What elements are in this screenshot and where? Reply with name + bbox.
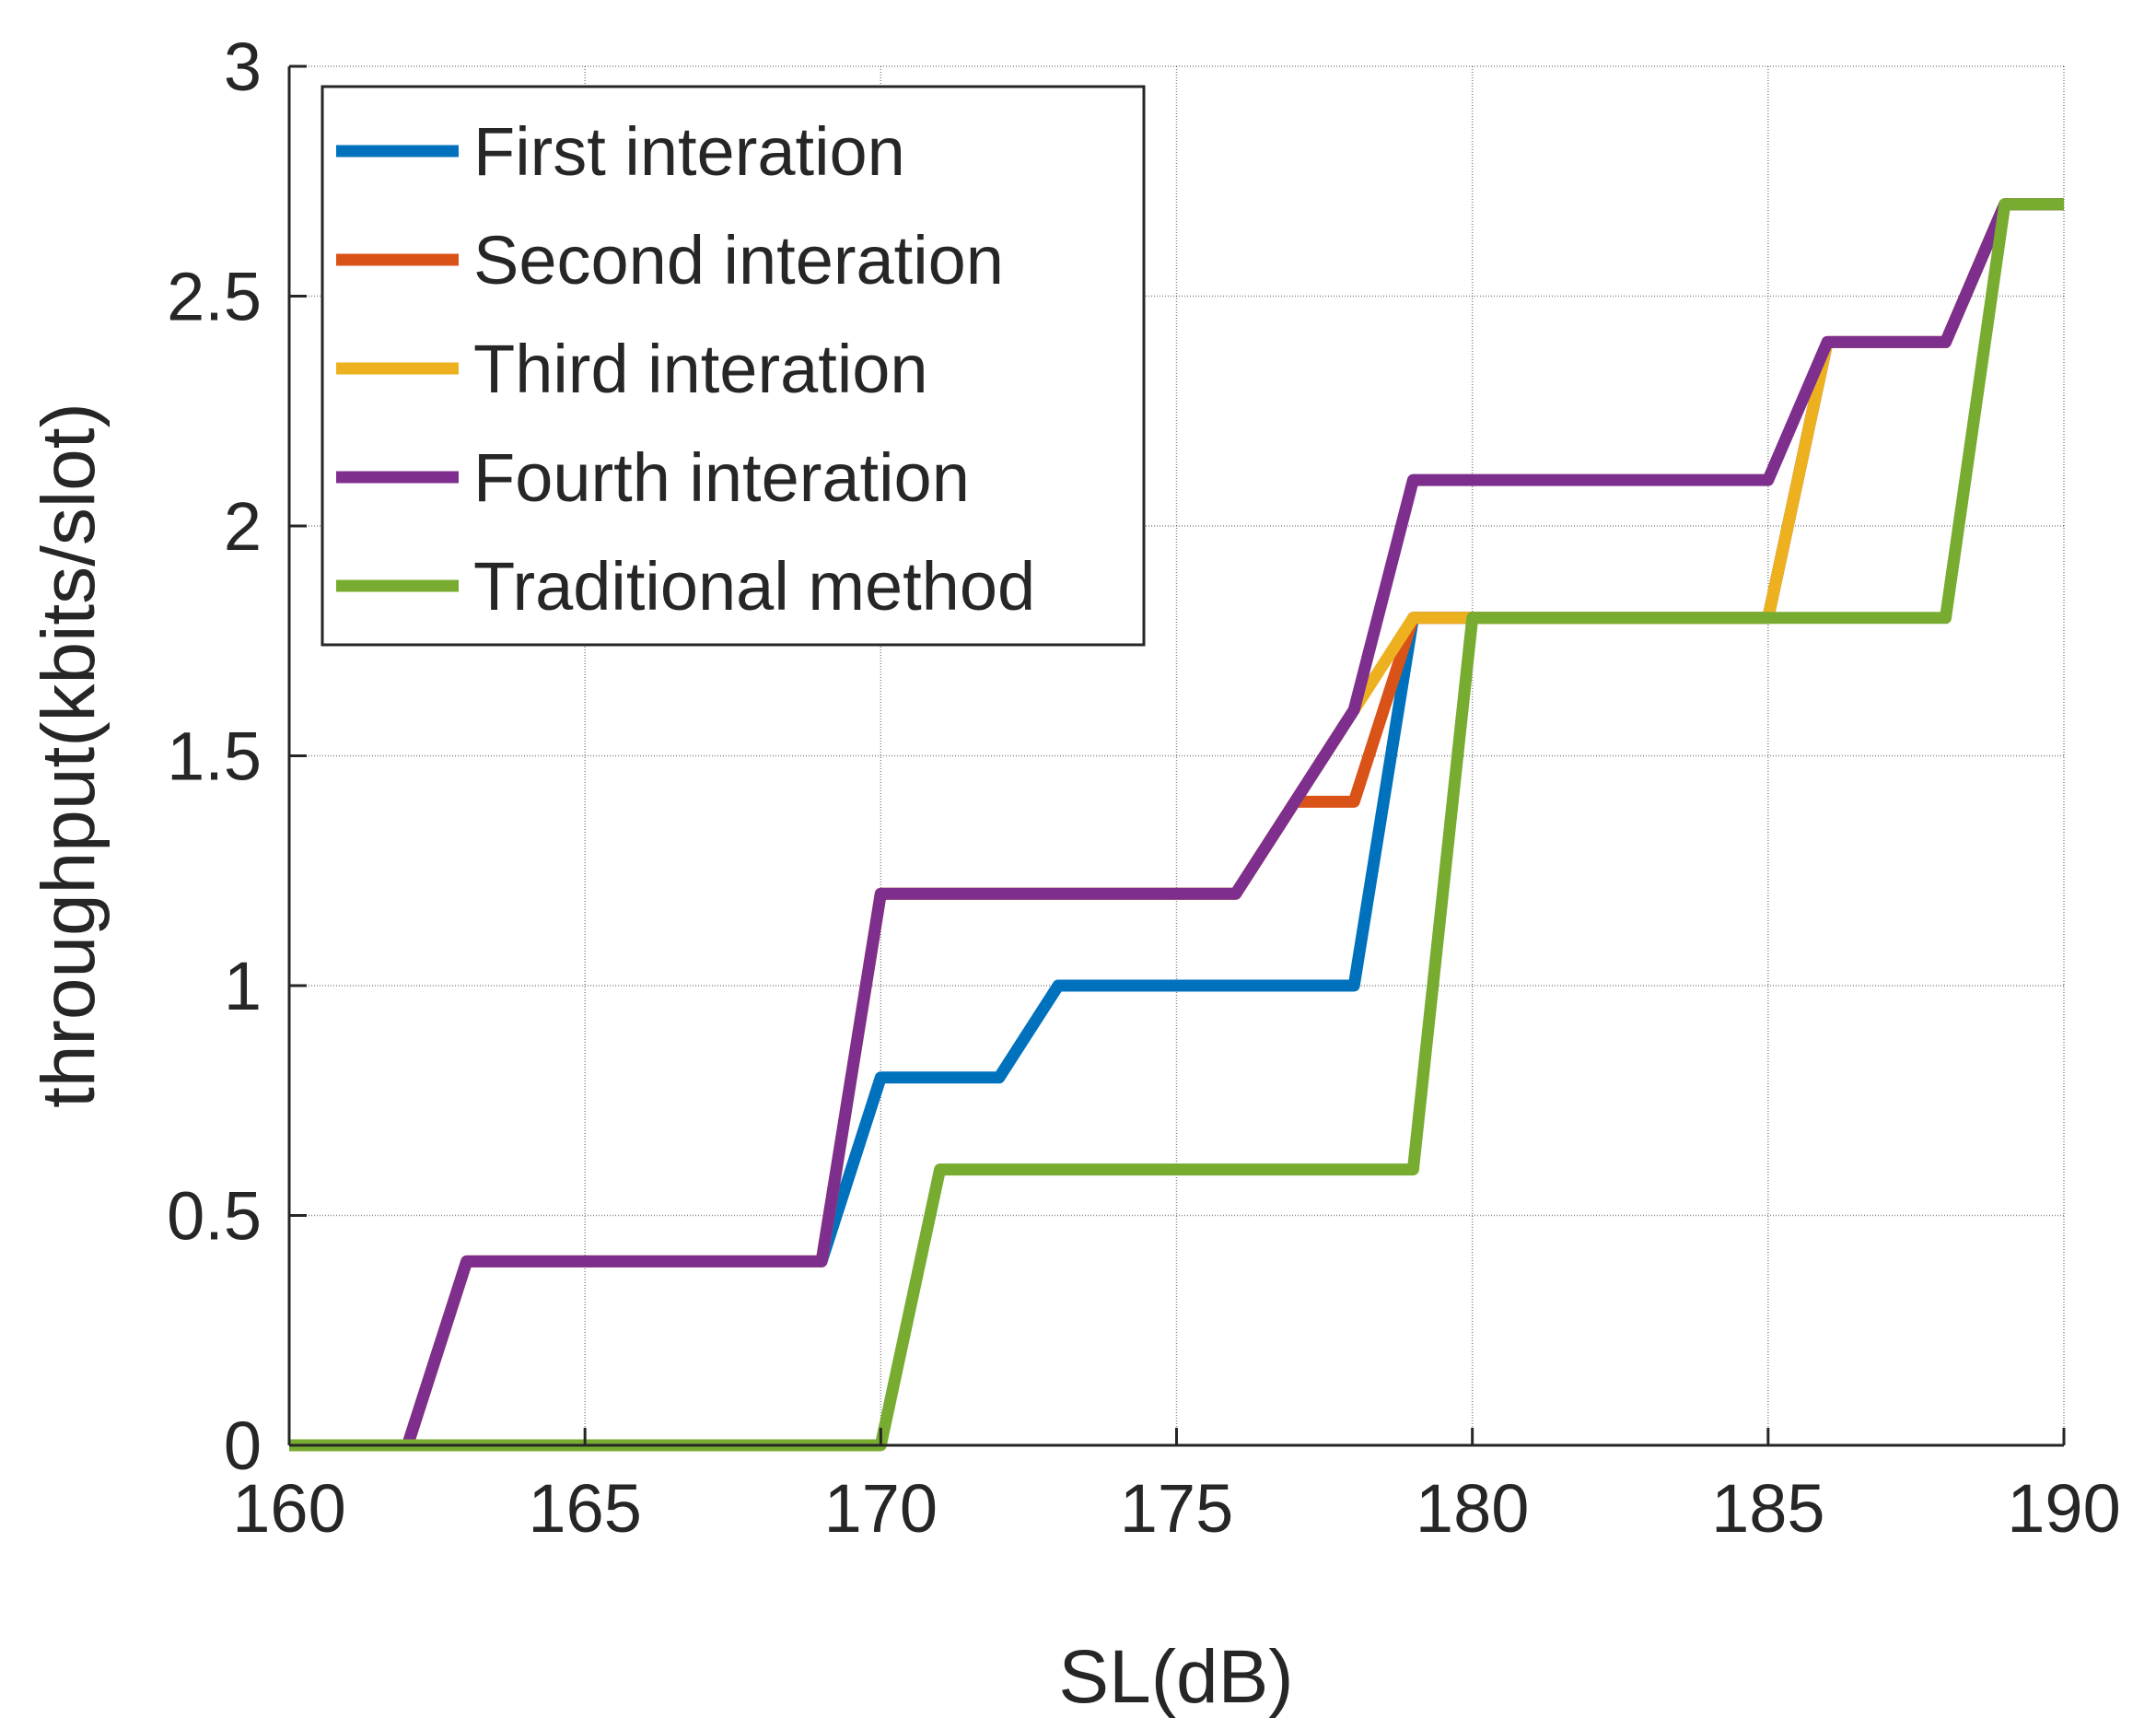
axis-ticks: 160 165 170 175 180 185 190 0 0.5 1 1.5 2 2.5 3 [167, 29, 2121, 1547]
legend-label-fourth-interation: Fourth interation [473, 439, 970, 516]
x-tick-label: 180 [1416, 1470, 1529, 1547]
legend-label-second-interation: Second interation [473, 222, 1004, 298]
y-tick-label: 2.5 [167, 259, 262, 335]
x-tick-label: 160 [232, 1470, 345, 1547]
legend-label-third-interation: Third interation [473, 331, 928, 407]
legend-label-traditional-method: Traditional method [473, 548, 1035, 625]
legend: First interation Second interation Third i… [320, 85, 1146, 647]
x-tick-label: 170 [824, 1470, 938, 1547]
legend-label-first-interation: First interation [473, 113, 905, 190]
series-line-fourth-interation [289, 198, 2064, 1452]
x-tick-label: 185 [1711, 1470, 1824, 1547]
y-tick-label: 1.5 [167, 718, 262, 795]
x-tick-label: 175 [1120, 1470, 1233, 1547]
y-tick-label: 2 [224, 488, 262, 565]
x-tick-label: 190 [2007, 1470, 2120, 1547]
y-axis-label: throughput(kbits/slot) [27, 403, 111, 1108]
legend-box [320, 85, 1146, 647]
y-tick-label: 0 [224, 1408, 262, 1484]
x-axis-label: SL(dB) [1058, 1635, 1293, 1719]
y-tick-label: 3 [224, 29, 262, 105]
legend-items: First interation Second interation Third i… [336, 113, 1035, 625]
y-tick-label: 0.5 [167, 1178, 262, 1255]
x-tick-label: 165 [528, 1470, 641, 1547]
y-tick-label: 1 [224, 948, 262, 1024]
